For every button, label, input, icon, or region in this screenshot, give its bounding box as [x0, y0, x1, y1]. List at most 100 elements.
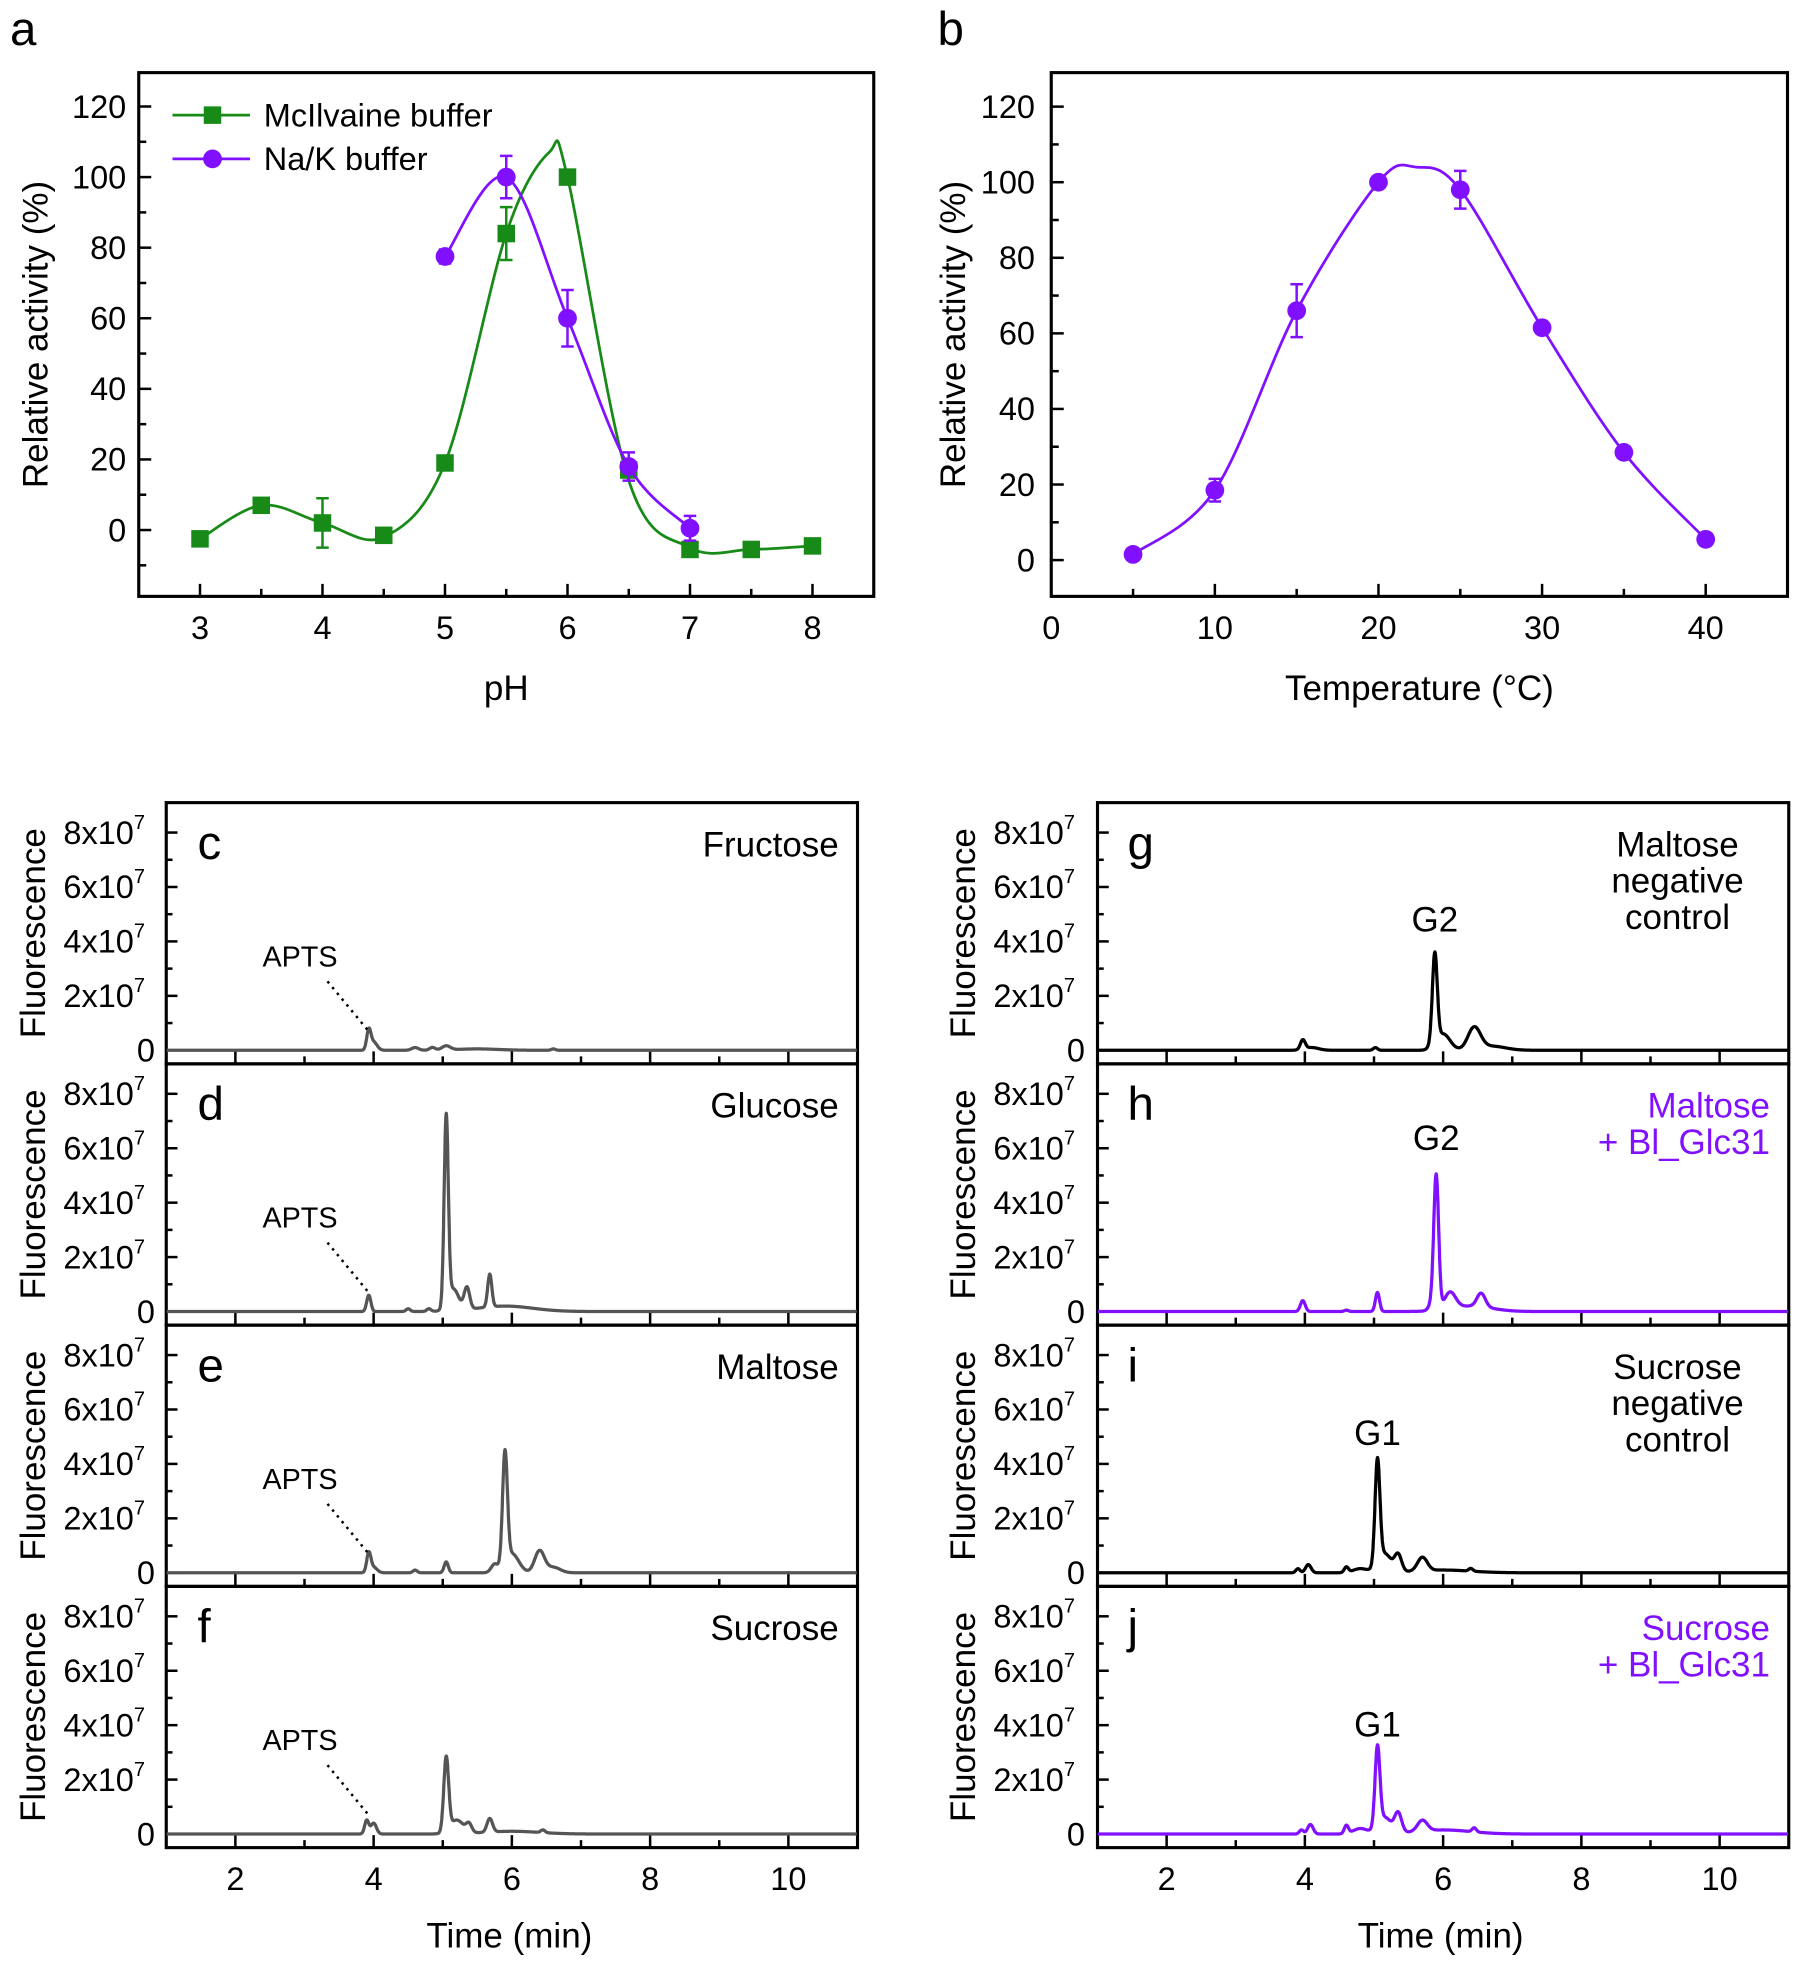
peak-annotation: G1 [1354, 1414, 1401, 1453]
y-tick-label: 2x107 [63, 975, 145, 1014]
chromatogram-trace [1096, 950, 1790, 1052]
y-tick-label: 0 [1067, 1816, 1085, 1852]
tick-base: 4x10 [63, 1185, 133, 1221]
fit-curve [443, 174, 691, 530]
y-tick-label: 6x107 [63, 1127, 145, 1166]
tick-exponent: 7 [134, 1650, 145, 1672]
y-tick-label: 6x107 [63, 866, 145, 905]
tick-exponent: 7 [134, 921, 145, 943]
data-point [252, 496, 270, 515]
x-tick-label: 2 [1158, 1861, 1176, 1897]
peak-annotation: APTS [262, 1203, 337, 1235]
sample-name: + Bl_Glc31 [1598, 1645, 1770, 1684]
y-tick-label: 8x107 [993, 1596, 1075, 1635]
tick-base: 6x10 [993, 869, 1063, 905]
peak-annotation: APTS [262, 1464, 337, 1496]
plot-frame [137, 71, 876, 598]
x-tick-label: 8 [803, 610, 821, 646]
panel-a: a 0 20 40 60 80 100 120 3 4 5 6 7 8 pH Relative activit… [10, 3, 876, 708]
tick-base: 6x10 [993, 1653, 1063, 1689]
y-tick-label: 4x107 [63, 1704, 145, 1743]
y-tick-label: 8x107 [993, 1334, 1075, 1373]
tick-base: 6x10 [63, 1653, 133, 1689]
tick-base: 2x10 [63, 1239, 133, 1275]
tick-base: 8x10 [63, 1076, 133, 1112]
y-tick-label: 0 [1067, 1555, 1085, 1591]
sample-name: Maltose [716, 1348, 839, 1387]
x-axis-title: Temperature (°C) [1285, 669, 1554, 708]
sample-name: Sucrose [1642, 1609, 1770, 1648]
data-point [375, 526, 393, 545]
y-tick-label: 80 [999, 240, 1035, 276]
panel-letter: g [1128, 817, 1154, 870]
y-tick-label: 2x107 [993, 1498, 1075, 1537]
panel-letter: d [198, 1078, 224, 1131]
peak-annotation: APTS [262, 941, 337, 973]
y-tick-label: 8x107 [63, 1334, 145, 1373]
plot-frame [1049, 71, 1790, 598]
tick-base: 4x10 [993, 1707, 1063, 1743]
data-point [496, 167, 516, 187]
tick-base: 8x10 [993, 1337, 1063, 1373]
data-point [619, 457, 639, 476]
y-tick-label: 8x107 [993, 812, 1075, 851]
tick-base: 8x10 [63, 1337, 133, 1373]
x-tick-label: 6 [1434, 1861, 1452, 1897]
x-tick-label: 0 [1042, 610, 1060, 646]
sample-name: negative [1611, 862, 1743, 901]
legend-label: McIlvaine buffer [264, 97, 493, 133]
y-tick-label: 2x107 [993, 1236, 1075, 1275]
tick-exponent: 7 [1064, 975, 1075, 997]
chromatogram-trace [165, 1447, 859, 1575]
y-tick-label: 6x107 [63, 1650, 145, 1689]
series-mcilvaine-buffer [191, 139, 822, 559]
chromatogram-trace [165, 1754, 859, 1836]
y-tick-label: 6x107 [63, 1389, 145, 1428]
y-tick-label: 120 [72, 89, 126, 125]
tick-exponent: 7 [1064, 1236, 1075, 1258]
tick-exponent: 7 [134, 1704, 145, 1726]
series-na-k-buffer [435, 154, 700, 542]
data-point [191, 530, 209, 548]
x-tick-label: 30 [1524, 610, 1560, 646]
chromatogram-trace [1096, 1172, 1790, 1314]
tick-base: 6x10 [993, 1392, 1063, 1428]
tick-exponent: 7 [1064, 1498, 1075, 1520]
tick-exponent: 7 [134, 975, 145, 997]
y-tick-label: 0 [108, 512, 126, 548]
y-tick-label: 2x107 [993, 1759, 1075, 1798]
tick-exponent: 7 [1064, 1334, 1075, 1356]
x-tick-label: 4 [365, 1861, 383, 1897]
y-tick-label: 2x107 [993, 975, 1075, 1014]
sample-name: Maltose [1616, 825, 1739, 864]
y-axis-title: Fluorescence [944, 1351, 983, 1561]
y-tick-label: 0 [137, 1294, 155, 1330]
tick-exponent: 7 [1064, 1182, 1075, 1204]
y-tick-label: 4x107 [993, 1443, 1075, 1482]
annotation-leader [326, 1764, 370, 1816]
tick-exponent: 7 [134, 1073, 145, 1095]
tick-exponent: 7 [134, 866, 145, 888]
y-tick-label: 4x107 [993, 1704, 1075, 1743]
panel-letter: i [1128, 1339, 1139, 1392]
x-axis-title: Time (min) [426, 1917, 592, 1956]
y-tick-label: 8x107 [993, 1073, 1075, 1112]
tick-base: 6x10 [63, 1130, 133, 1166]
chromatogram-trace [165, 1111, 859, 1314]
panel-letter: e [198, 1339, 224, 1392]
tick-exponent: 7 [134, 1443, 145, 1465]
tick-base: 0 [137, 1555, 155, 1591]
x-tick-label: 8 [1572, 1861, 1590, 1897]
data-point [742, 540, 760, 559]
y-tick-label: 4x107 [993, 1182, 1075, 1221]
tick-exponent: 7 [1064, 812, 1075, 834]
y-axis-title: Relative activity (%) [934, 181, 973, 488]
tick-base: 0 [1067, 1294, 1085, 1330]
y-axis-title: Fluorescence [14, 828, 53, 1038]
y-tick-label: 0 [137, 1033, 155, 1069]
